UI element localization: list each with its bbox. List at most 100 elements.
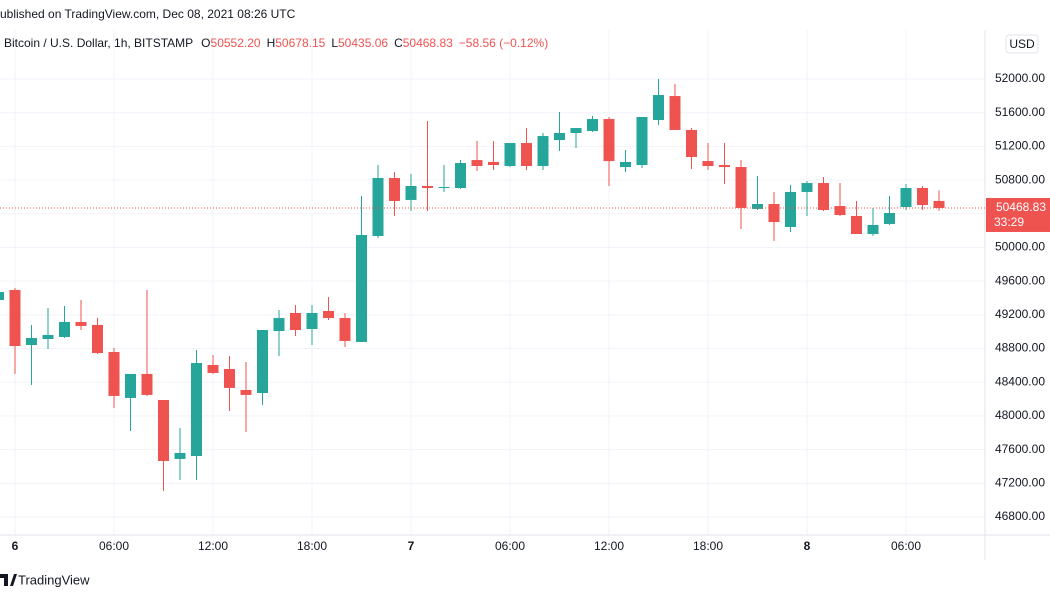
ohlc-key: C bbox=[394, 36, 403, 50]
candle-body bbox=[438, 186, 450, 189]
ohlc-key: H bbox=[267, 36, 276, 50]
candle-body bbox=[422, 185, 433, 189]
x-tick-label: 06:00 bbox=[99, 539, 129, 553]
y-tick-label: 49200.00 bbox=[995, 307, 1045, 321]
candle-body bbox=[207, 364, 219, 373]
currency-button[interactable] bbox=[1005, 34, 1039, 54]
ohlc: O50552.20 H50678.15 L50435.06 C50468.83 bbox=[201, 36, 453, 50]
candle-body bbox=[92, 324, 103, 353]
candle-body bbox=[240, 389, 252, 395]
candle-body bbox=[191, 363, 202, 456]
x-tick-label: 12:00 bbox=[198, 539, 228, 553]
logo-text: TradingView bbox=[18, 572, 90, 587]
y-tick-label: 51600.00 bbox=[995, 105, 1045, 119]
candle-body bbox=[306, 312, 318, 329]
candle-body bbox=[702, 161, 714, 167]
x-tick-label: 8 bbox=[804, 539, 811, 553]
y-tick-label: 47600.00 bbox=[995, 442, 1045, 456]
y-tick-label: 48800.00 bbox=[995, 341, 1045, 355]
ohlc-value: 50678.15 bbox=[275, 36, 325, 50]
candle-body bbox=[257, 330, 268, 394]
published-note: ublished on TradingView.com, Dec 08, 202… bbox=[0, 7, 296, 21]
candle-body bbox=[620, 161, 631, 168]
y-tick-label: 50000.00 bbox=[995, 240, 1045, 254]
candle-body bbox=[389, 177, 400, 201]
change: −58.56 (−0.12%) bbox=[459, 36, 548, 50]
candle-body bbox=[570, 128, 582, 134]
candle-body bbox=[851, 215, 862, 234]
y-tick-label: 46800.00 bbox=[995, 509, 1045, 523]
candle-body bbox=[158, 399, 169, 461]
candle-body bbox=[933, 200, 945, 208]
logo: TradingView bbox=[0, 572, 90, 587]
x-tick-label: 6 bbox=[12, 539, 19, 553]
last-price-box bbox=[986, 197, 1050, 232]
candle-body bbox=[917, 188, 928, 206]
candle-body bbox=[801, 183, 813, 192]
candle-body bbox=[636, 117, 648, 166]
candle-body bbox=[224, 368, 235, 388]
candle-body bbox=[125, 373, 136, 398]
candle-body bbox=[356, 234, 367, 342]
candle-body bbox=[273, 318, 285, 332]
grid bbox=[0, 30, 985, 535]
candle-body bbox=[471, 160, 483, 167]
candle-body bbox=[818, 183, 829, 210]
ohlc-value: 50435.06 bbox=[338, 36, 388, 50]
candle-body bbox=[174, 452, 186, 459]
y-tick-label: 47200.00 bbox=[995, 475, 1045, 489]
candle-body bbox=[735, 167, 747, 208]
candle-body bbox=[75, 322, 87, 326]
candle-body bbox=[290, 312, 301, 331]
candle-body bbox=[339, 318, 351, 341]
candle-body bbox=[141, 373, 153, 395]
candle-body bbox=[59, 322, 70, 337]
candle-body bbox=[686, 129, 697, 158]
candle-body bbox=[785, 191, 796, 227]
candle-body bbox=[521, 143, 532, 167]
candle-body bbox=[455, 162, 466, 189]
y-tick-label: 50800.00 bbox=[995, 172, 1045, 186]
ohlc-key: O bbox=[201, 36, 210, 50]
candle-body bbox=[554, 133, 565, 140]
x-tick-label: 7 bbox=[408, 539, 415, 553]
candle-body bbox=[504, 143, 516, 167]
candle-body bbox=[488, 161, 499, 166]
countdown: 33:29 bbox=[994, 215, 1024, 229]
candle-body bbox=[867, 224, 879, 234]
logo-icon bbox=[0, 574, 17, 586]
candle-body bbox=[0, 292, 4, 301]
last-price-label: 50468.83 bbox=[996, 200, 1046, 214]
candle-body bbox=[9, 289, 21, 347]
candle-body bbox=[42, 334, 54, 340]
candle-body bbox=[719, 165, 730, 168]
candle-body bbox=[537, 136, 549, 167]
x-tick-label: 06:00 bbox=[891, 539, 921, 553]
candle-body bbox=[108, 351, 120, 396]
candle-body bbox=[752, 204, 763, 209]
candle-body bbox=[603, 119, 615, 162]
y-tick-label: 52000.00 bbox=[995, 71, 1045, 85]
candle-body bbox=[26, 338, 37, 345]
ohlc-key: L bbox=[331, 36, 338, 50]
y-tick-label: 48400.00 bbox=[995, 374, 1045, 388]
x-tick-label: 06:00 bbox=[495, 539, 525, 553]
candle-body bbox=[653, 95, 664, 121]
candle-body bbox=[372, 177, 384, 237]
ohlc-value: 50468.83 bbox=[403, 36, 453, 50]
y-tick-label: 49600.00 bbox=[995, 273, 1045, 287]
candle-body bbox=[768, 204, 780, 223]
candle-body bbox=[669, 96, 681, 130]
y-tick-label: 51200.00 bbox=[995, 139, 1045, 153]
x-tick-label: 18:00 bbox=[693, 539, 723, 553]
y-tick-label: 48000.00 bbox=[995, 408, 1045, 422]
candle-body bbox=[834, 206, 846, 216]
candle-body bbox=[587, 119, 598, 131]
currency[interactable]: USD bbox=[1009, 37, 1035, 51]
symbol: Bitcoin / U.S. Dollar, 1h, BITSTAMP bbox=[4, 36, 193, 50]
candle-body bbox=[405, 185, 417, 200]
x-tick-label: 12:00 bbox=[594, 539, 624, 553]
candle-body bbox=[900, 188, 912, 208]
ohlc-value: 50552.20 bbox=[211, 36, 261, 50]
